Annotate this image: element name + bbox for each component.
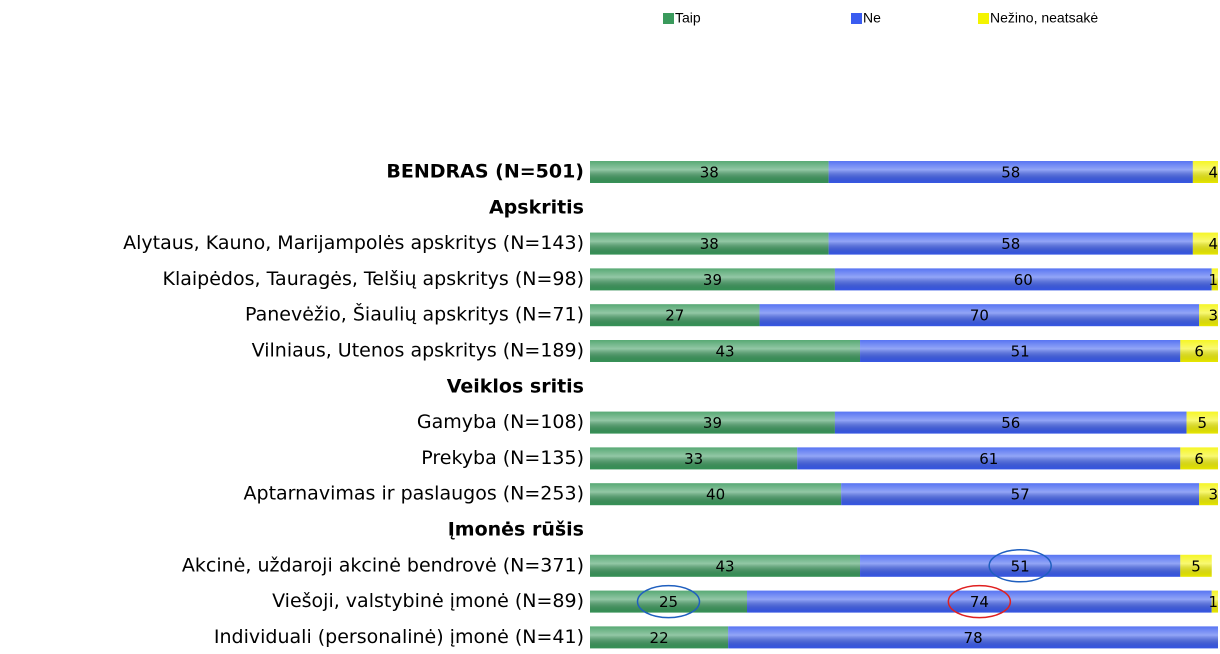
- category-label: Apskritis: [489, 196, 584, 218]
- bar-shine: [1211, 268, 1218, 291]
- value-label: 38: [700, 164, 719, 182]
- value-label: 74: [970, 593, 989, 611]
- bar-shine: [1180, 447, 1218, 470]
- category-label: Prekyba (N=135): [421, 447, 584, 469]
- value-label: 4: [1208, 235, 1218, 253]
- bar-shine: [828, 161, 1193, 183]
- value-label: 43: [715, 557, 734, 575]
- bar-shine: [1199, 483, 1218, 506]
- bar-shine: [841, 483, 1200, 506]
- value-label: 38: [700, 235, 719, 253]
- value-label: 33: [684, 450, 703, 468]
- bar-shine: [590, 411, 835, 434]
- value-label: 51: [1011, 343, 1030, 361]
- legend-label: Ne: [863, 10, 881, 26]
- value-label: 39: [703, 271, 722, 289]
- annotation-circle: [988, 549, 1052, 583]
- category-label: Veiklos sritis: [447, 375, 584, 397]
- category-label: BENDRAS (N=501): [386, 161, 584, 183]
- value-label: 22: [650, 629, 669, 647]
- category-label: Klaipėdos, Tauragės, Telšių apskritys (N…: [163, 268, 584, 290]
- legend-swatch: [978, 13, 989, 24]
- bar-shine: [1192, 232, 1218, 255]
- value-label: 4: [1208, 164, 1218, 182]
- bar-shine: [590, 590, 747, 613]
- bar-shine: [1199, 304, 1218, 327]
- annotation-circle: [636, 584, 701, 619]
- category-label: Įmonės rūšis: [448, 519, 584, 541]
- bar-shine: [590, 161, 829, 183]
- category-label: Panevėžio, Šiaulių apskritys (N=71): [245, 302, 584, 326]
- bar-shine: [834, 268, 1212, 291]
- bar-shine: [590, 340, 861, 362]
- value-label: 56: [1001, 414, 1020, 432]
- value-label: 1: [1208, 271, 1218, 289]
- value-label: 58: [1001, 235, 1020, 253]
- value-label: 57: [1011, 486, 1030, 504]
- legend-swatch: [663, 13, 674, 24]
- category-label: Aptarnavimas ir paslaugos (N=253): [244, 483, 584, 505]
- value-label: 40: [706, 486, 725, 504]
- value-label: 58: [1001, 164, 1020, 182]
- value-label: 27: [665, 307, 684, 325]
- bar-shine: [590, 554, 861, 577]
- value-label: 51: [1011, 557, 1030, 575]
- category-label: Akcinė, uždaroji akcinė bendrovė (N=371): [182, 554, 584, 576]
- bar-shine: [590, 304, 760, 327]
- legend-label: Nežino, neatsakė: [990, 10, 1098, 26]
- category-label: Gamyba (N=108): [417, 411, 584, 433]
- bar-shine: [590, 483, 842, 506]
- bar-shine: [728, 626, 1218, 649]
- value-label: 61: [979, 450, 998, 468]
- bar-shine: [759, 304, 1200, 327]
- bar-shine: [1180, 554, 1212, 577]
- bar-shine: [590, 447, 798, 470]
- bar-shine: [860, 554, 1181, 577]
- bar-shine: [747, 590, 1212, 613]
- bar-shine: [828, 232, 1193, 255]
- bar-shine: [1192, 161, 1218, 183]
- bar-shine: [797, 447, 1181, 470]
- value-label: 39: [703, 414, 722, 432]
- bar-shine: [590, 626, 729, 649]
- bar-shine: [1180, 340, 1218, 362]
- value-label: 60: [1014, 271, 1033, 289]
- category-label: Individuali (personalinė) įmonė (N=41): [214, 626, 584, 648]
- bar-shine: [1211, 590, 1218, 613]
- value-label: 6: [1194, 450, 1204, 468]
- bar-shine: [1186, 411, 1218, 434]
- legend-swatch: [851, 13, 862, 24]
- bar-shine: [860, 340, 1181, 362]
- bar-shine: [590, 268, 835, 291]
- bar-shine: [590, 232, 829, 255]
- category-label: Alytaus, Kauno, Marijampolės apskritys (…: [123, 232, 584, 254]
- category-label: Viešoji, valstybinė įmonė (N=89): [272, 590, 584, 612]
- value-label: 3: [1208, 486, 1218, 504]
- value-label: 78: [964, 629, 983, 647]
- value-label: 25: [659, 593, 678, 611]
- bar-shine: [834, 411, 1187, 434]
- value-label: 43: [715, 343, 734, 361]
- value-label: 3: [1208, 307, 1218, 325]
- annotation-circle: [947, 584, 1012, 619]
- value-label: 70: [970, 307, 989, 325]
- legend-label: Taip: [675, 10, 701, 26]
- value-label: 5: [1198, 414, 1208, 432]
- value-label: 1: [1208, 593, 1218, 611]
- value-label: 6: [1194, 343, 1204, 361]
- value-label: 5: [1191, 557, 1201, 575]
- category-label: Vilniaus, Utenos apskritys (N=189): [252, 340, 584, 362]
